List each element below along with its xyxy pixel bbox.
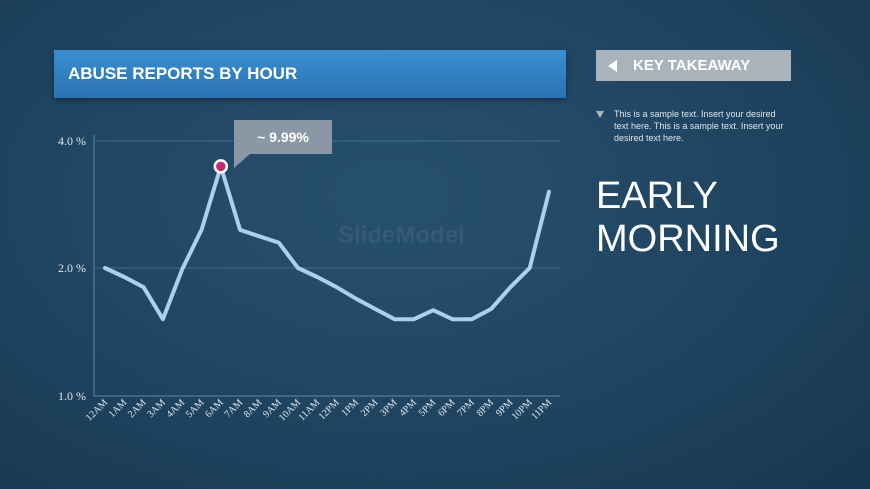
x-tick-label: 5AM [184,397,207,420]
peak-callout: ~ 9.99% [234,120,332,154]
x-tick-label: 8PM [475,397,497,419]
takeaway-bullet: This is a sample text. Insert your desir… [596,108,786,144]
y-tick-label: 1.0 % [58,389,86,403]
x-tick-label: 12AM [84,397,110,423]
peak-annotation: ~ 9.99% [257,129,309,145]
x-tick-label: 1AM [107,397,130,420]
x-tick-label: 10PM [510,397,535,422]
headline-line2: MORNING [596,218,780,260]
x-tick-label: 6AM [203,397,226,420]
x-tick-label: 3PM [378,397,400,419]
x-tick-label: 11PM [529,397,554,422]
key-takeaway-header: KEY TAKEAWAY [596,50,791,81]
x-tick-label: 2PM [359,397,381,419]
takeaway-text: This is a sample text. Insert your desir… [614,109,784,143]
x-tick-label: 3AM [145,397,168,420]
x-tick-label: 6PM [436,397,458,419]
y-tick-label: 2.0 % [58,261,86,275]
chart-title-bar: ABUSE REPORTS BY HOUR [54,50,566,98]
watermark: SlideModel [338,222,465,249]
headline-line1: EARLY [596,175,718,217]
y-tick-label: 4.0 % [58,134,86,148]
x-tick-label: 7PM [455,397,477,419]
bullet-triangle-icon [596,111,604,118]
headline: EARLY MORNING [596,175,856,261]
x-tick-label: 5PM [417,397,439,419]
x-tick-label: 11AM [296,397,322,423]
peak-marker [213,159,229,174]
callout-tail [234,154,250,168]
x-tick-label: 7AM [223,397,246,420]
left-arrow-icon [608,59,617,72]
x-tick-label: 2AM [126,397,149,420]
key-takeaway-label: KEY TAKEAWAY [633,57,751,74]
x-tick-label: 12PM [317,397,342,422]
x-tick-label: 4AM [165,397,188,420]
x-tick-label: 4PM [397,397,419,419]
chart-title: ABUSE REPORTS BY HOUR [68,64,298,83]
x-tick-label: 1PM [340,397,362,419]
x-tick-label: 8AM [242,397,265,420]
series-line [103,164,551,322]
